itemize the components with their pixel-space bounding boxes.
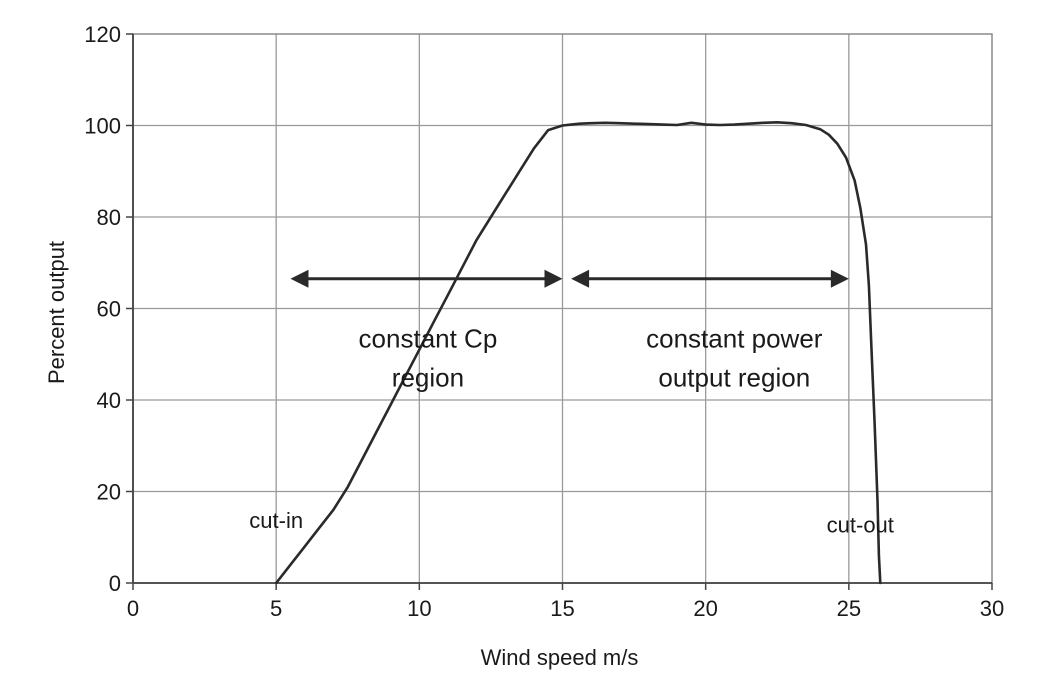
- y-tick-label: 80: [97, 205, 121, 230]
- arrow-head: [544, 269, 563, 288]
- annotation-cut-in: cut-in: [249, 508, 303, 533]
- annotation-cut-out: cut-out: [827, 513, 894, 538]
- annotation-constant-power: constant power: [646, 323, 823, 353]
- x-tick-label: 20: [693, 596, 717, 621]
- y-tick-label: 120: [84, 22, 121, 47]
- y-tick-label: 40: [97, 388, 121, 413]
- annotations: cut-in cut-out constant Cp region constant p…: [249, 323, 894, 537]
- arrow-head: [290, 269, 309, 288]
- x-tick-label: 30: [980, 596, 1004, 621]
- x-tick-label: 10: [407, 596, 431, 621]
- axes: [126, 33, 993, 590]
- power-curve-line: [274, 121, 882, 585]
- annotation-constant-cp: constant Cp: [359, 323, 498, 353]
- y-tick-label: 20: [97, 480, 121, 505]
- x-axis-label: Wind speed m/s: [481, 645, 639, 670]
- series: [274, 121, 882, 585]
- x-tick-label: 5: [270, 596, 282, 621]
- annotation-region: region: [392, 362, 464, 392]
- y-tick-label: 0: [109, 571, 121, 596]
- arrow-head: [830, 269, 849, 288]
- region-arrows: [290, 269, 849, 288]
- x-tick-label: 15: [550, 596, 574, 621]
- grid: [133, 34, 992, 583]
- tick-labels: 0 5 10 15 20 25 30 0 20 40 60 80 100 120: [84, 22, 1004, 621]
- arrow-head: [571, 269, 590, 288]
- annotation-output-region: output region: [658, 362, 810, 392]
- y-tick-label: 60: [97, 297, 121, 322]
- y-axis-label: Percent output: [44, 241, 69, 384]
- y-tick-label: 100: [84, 114, 121, 139]
- x-tick-label: 0: [127, 596, 139, 621]
- x-tick-label: 25: [837, 596, 861, 621]
